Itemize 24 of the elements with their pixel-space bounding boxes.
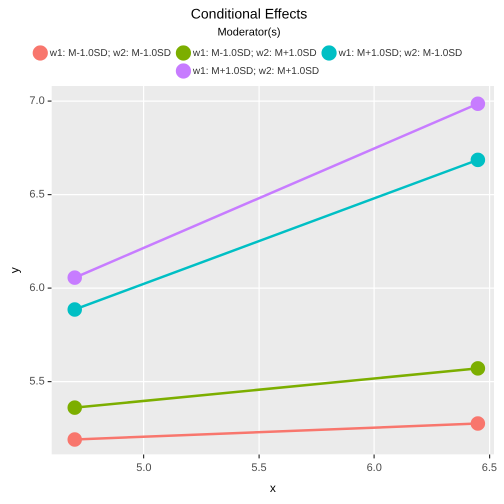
y-tick-label: 6.0 bbox=[29, 282, 45, 294]
point bbox=[470, 96, 486, 112]
point bbox=[67, 270, 82, 285]
legend-title: Moderator(s) bbox=[218, 26, 280, 38]
legend-label: w1: M-1.0SD; w2: M-1.0SD bbox=[48, 48, 171, 59]
y-axis-title: y bbox=[8, 267, 22, 274]
legend-label: w1: M+1.0SD; w2: M-1.0SD bbox=[338, 48, 462, 59]
legend-label: w1: M-1.0SD; w2: M+1.0SD bbox=[192, 48, 317, 59]
y-tick-label: 6.5 bbox=[29, 188, 45, 200]
point bbox=[470, 416, 486, 431]
legend-label: w1: M+1.0SD; w2: M+1.0SD bbox=[192, 66, 320, 77]
x-tick-label: 5.5 bbox=[251, 462, 267, 474]
y-tick-label: 5.5 bbox=[29, 376, 45, 388]
chart-title: Conditional Effects bbox=[190, 5, 308, 22]
point bbox=[67, 432, 82, 447]
point bbox=[67, 302, 82, 317]
x-tick-label: 6.0 bbox=[366, 462, 382, 474]
point bbox=[67, 400, 82, 415]
point bbox=[470, 152, 486, 168]
x-tick-label: 6.5 bbox=[482, 462, 498, 474]
point bbox=[470, 361, 486, 376]
x-axis-title: x bbox=[270, 481, 276, 496]
y-tick-label: 7.0 bbox=[29, 94, 45, 107]
x-tick-label: 5.0 bbox=[136, 462, 152, 474]
